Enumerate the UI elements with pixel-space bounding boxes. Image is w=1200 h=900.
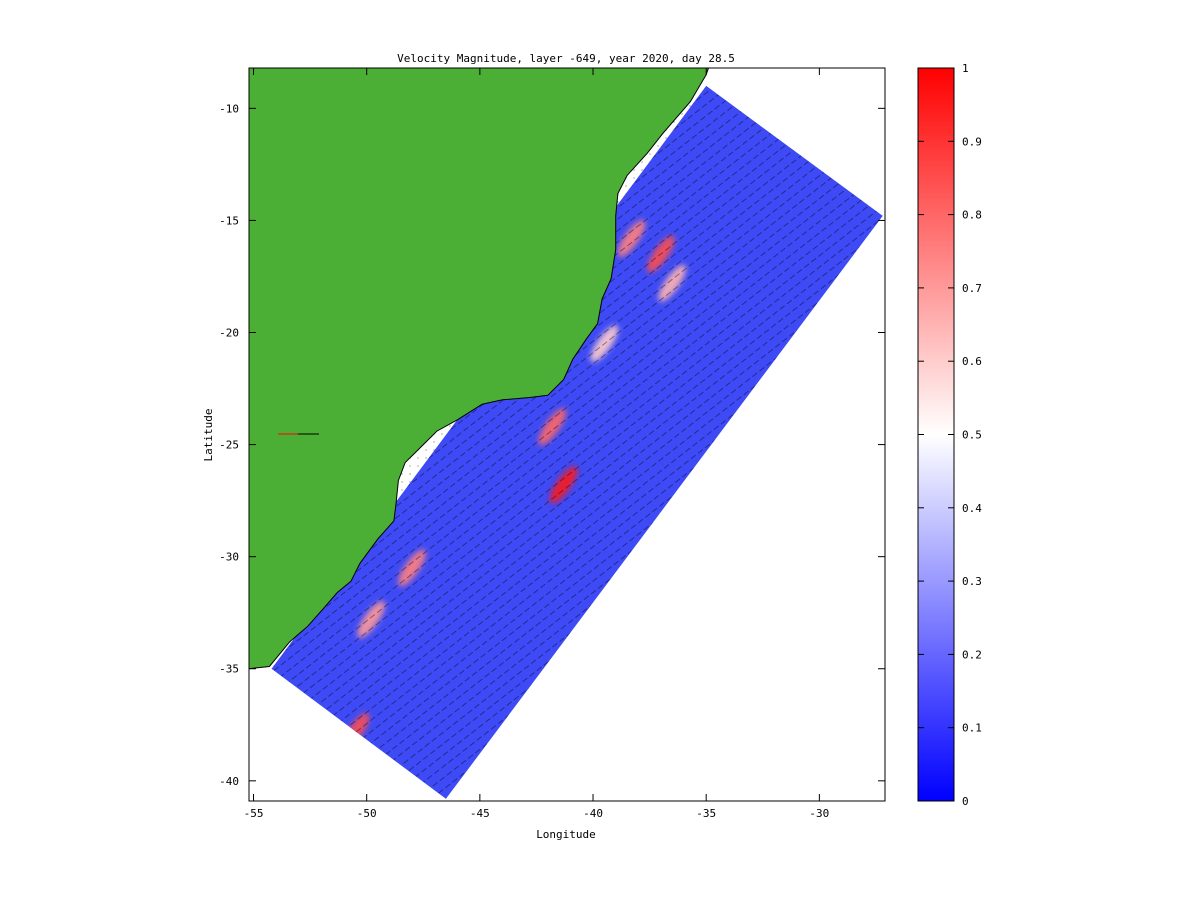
y-tick-label: -25: [219, 439, 239, 452]
plot-frame: [248, 67, 886, 802]
velocity-vectors: [271, 85, 883, 799]
shelf-dots: [249, 85, 707, 669]
colorbar-tick-label: 0.2: [962, 648, 982, 661]
y-axis-ticks: -10 -15 -20 -25 -30 -35 -40: [219, 102, 885, 788]
x-tick-label: -40: [583, 807, 603, 820]
speed-field: [271, 85, 883, 799]
colorbar-tick-label: 0.3: [962, 575, 982, 588]
y-axis-label: Latitude: [202, 409, 215, 462]
colorbar-ticks: 0 0.1 0.2 0.3 0.4 0.5 0.6 0.7 0.8 0.9 1: [918, 62, 982, 808]
x-tick-label: -45: [470, 807, 490, 820]
colorbar-tick-label: 0.1: [962, 722, 982, 735]
colorbar-tick-label: 0.5: [962, 429, 982, 442]
x-tick-label: -30: [809, 807, 829, 820]
model-domain: [249, 85, 883, 799]
land-polygon: [248, 67, 710, 670]
colorbar-tick-label: 0: [962, 795, 969, 808]
x-tick-label: -35: [696, 807, 716, 820]
x-axis-ticks: -55 -50 -45 -40 -35 -30: [244, 68, 829, 820]
colorbar-tick-label: 0.6: [962, 355, 982, 368]
y-tick-label: -15: [219, 214, 239, 227]
colorbar: 0 0.1 0.2 0.3 0.4 0.5 0.6 0.7 0.8 0.9 1: [917, 62, 982, 808]
x-tick-label: -55: [244, 807, 264, 820]
y-tick-label: -30: [219, 551, 239, 564]
colorbar-tick-label: 0.8: [962, 209, 982, 222]
y-tick-label: -35: [219, 663, 239, 676]
colorbar-tick-label: 0.7: [962, 282, 982, 295]
y-tick-label: -10: [219, 102, 239, 115]
plot-area: -55 -50 -45 -40 -35 -30 -10 -15 -20 -25 -30 -35 -40: [219, 67, 886, 820]
colorbar-tick-label: 1: [962, 62, 969, 75]
colorbar-tick-label: 0.9: [962, 135, 982, 148]
x-axis-label: Longitude: [536, 828, 596, 841]
y-tick-label: -20: [219, 327, 239, 340]
x-tick-label: -50: [357, 807, 377, 820]
land-mass: [248, 67, 710, 670]
colorbar-tick-label: 0.4: [962, 502, 982, 515]
y-tick-label: -40: [219, 775, 239, 788]
chart-title: Velocity Magnitude, layer -649, year 202…: [397, 52, 735, 65]
